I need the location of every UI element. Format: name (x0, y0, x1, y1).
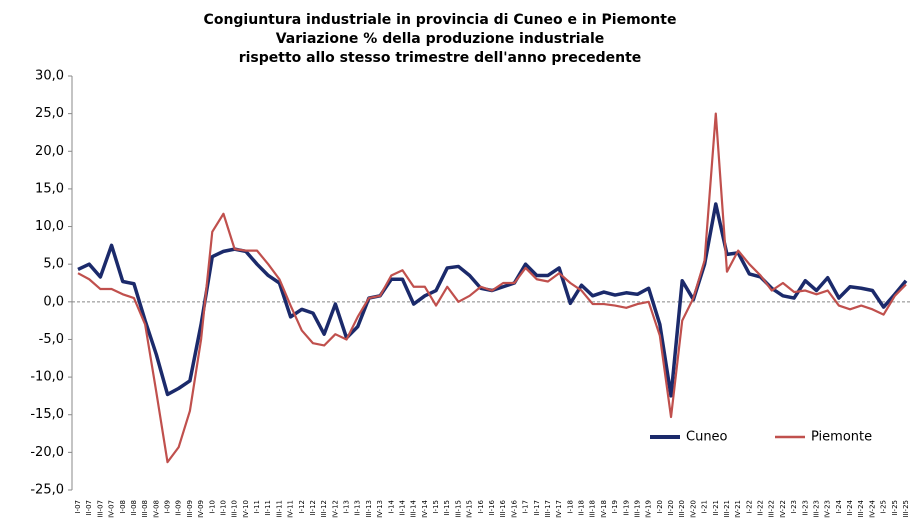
x-tick-label: IV-14 (421, 499, 429, 517)
x-tick-label: II-25 (891, 500, 899, 516)
x-tick-label: I-14 (387, 499, 395, 513)
x-tick-label: III-20 (678, 500, 686, 518)
x-tick-label: III-13 (365, 500, 373, 518)
x-tick-label: II-22 (757, 500, 765, 516)
x-tick-label: II-18 (578, 500, 586, 516)
x-tick-label: IV-22 (779, 500, 787, 518)
x-tick-label: I-15 (432, 500, 440, 514)
y-tick-label: 20,0 (35, 144, 64, 159)
y-tick-label: -10,0 (30, 370, 64, 385)
x-tick-label: III-19 (633, 500, 641, 518)
x-tick-label: IV-07 (108, 500, 116, 518)
x-tick-label: I-24 (835, 499, 843, 513)
chart-title: Variazione % della produzione industrial… (276, 31, 605, 47)
y-tick-label: -25,0 (30, 483, 64, 498)
x-tick-label: IV-09 (197, 500, 205, 518)
y-tick-label: 5,0 (43, 257, 64, 272)
x-tick-label: I-22 (745, 500, 753, 514)
x-tick-label: III-12 (320, 500, 328, 518)
y-tick-label: 10,0 (35, 219, 64, 234)
x-tick-label: II-09 (175, 500, 183, 516)
x-tick-label: IV-20 (689, 500, 697, 518)
line-series (77, 202, 908, 398)
x-tick-label: IV-24 (868, 499, 876, 517)
chart-title: Congiuntura industriale in provincia di … (204, 12, 677, 28)
y-tick-label: -5,0 (39, 332, 64, 347)
x-tick-label: II-24 (846, 499, 854, 515)
x-tick-label: I-20 (656, 500, 664, 514)
y-tick-label: 25,0 (35, 106, 64, 121)
x-tick-label: I-13 (343, 500, 351, 514)
x-tick-label: IV-12 (331, 500, 339, 518)
x-tick-label: II-23 (801, 500, 809, 516)
x-tick-label: I-07 (74, 500, 82, 514)
y-tick-label: -15,0 (30, 407, 64, 422)
x-tick-label: II-07 (85, 500, 93, 516)
x-tick-label: III-23 (812, 500, 820, 518)
x-tick-label: I-21 (701, 500, 709, 514)
x-tick-label: I-09 (164, 500, 172, 514)
y-tick-label: -20,0 (30, 445, 64, 460)
x-tick-label: I-19 (611, 500, 619, 514)
x-tick-label: II-19 (622, 500, 630, 516)
x-tick-label: III-18 (589, 500, 597, 518)
x-tick-label: III-16 (499, 499, 507, 517)
x-tick-label: IV-19 (645, 500, 653, 518)
x-tick-label: IV-08 (152, 500, 160, 518)
x-tick-label: I-16 (477, 499, 485, 513)
y-tick-label: 15,0 (35, 181, 64, 196)
x-tick-label: IV-15 (466, 500, 474, 518)
x-tick-label: III-14 (410, 499, 418, 517)
line-series (77, 112, 907, 464)
x-tick-label: II-13 (354, 500, 362, 516)
x-tick-label: I-23 (790, 500, 798, 514)
x-tick-label: III-07 (96, 500, 104, 518)
x-tick-label: II-21 (712, 500, 720, 516)
x-tick-label: II-12 (309, 500, 317, 516)
x-tick-label: I-18 (566, 500, 574, 514)
y-tick-label: 30,0 (35, 69, 64, 84)
x-tick-label: II-15 (443, 500, 451, 516)
chart-title: rispetto allo stesso trimestre dell'anno… (239, 50, 642, 66)
x-tick-label: IV-13 (376, 500, 384, 518)
x-tick-label: I-12 (298, 500, 306, 514)
x-tick-label: II-10 (219, 500, 227, 516)
x-tick-label: II-14 (398, 499, 406, 515)
x-tick-label: IV-18 (600, 500, 608, 518)
x-tick-label: I-25 (880, 500, 888, 514)
x-tick-label: IV-23 (824, 500, 832, 518)
x-tick-label: II-17 (533, 500, 541, 516)
x-tick-label: IV-11 (287, 500, 295, 518)
x-tick-label: I-08 (119, 500, 127, 514)
x-tick-label: IV-16 (510, 499, 518, 517)
x-tick-label: III-09 (186, 500, 194, 518)
x-tick-label: IV-21 (734, 500, 742, 518)
x-tick-label: IV-17 (555, 500, 563, 518)
x-tick-label: I-10 (208, 500, 216, 514)
x-tick-label: III-15 (454, 500, 462, 518)
x-tick-label: IV-10 (242, 500, 250, 518)
x-tick-label: I-11 (253, 500, 261, 514)
y-tick-label: 0,0 (43, 294, 64, 309)
x-tick-label: III-25 (902, 500, 910, 518)
x-tick-label: III-08 (141, 500, 149, 518)
x-tick-label: III-21 (723, 500, 731, 518)
x-tick-label: III-10 (231, 500, 239, 518)
x-tick-label: II-08 (130, 500, 138, 516)
x-tick-label: II-16 (488, 499, 496, 515)
x-tick-label: III-24 (857, 499, 865, 517)
legend-label: Piemonte (811, 430, 872, 445)
x-tick-label: III-11 (275, 500, 283, 518)
x-tick-label: III-17 (544, 500, 552, 518)
x-tick-label: II-11 (264, 500, 272, 516)
x-tick-label: II-20 (667, 500, 675, 516)
legend-label: Cuneo (686, 430, 728, 445)
x-tick-label: III-22 (768, 500, 776, 518)
x-tick-label: I-17 (522, 500, 530, 514)
